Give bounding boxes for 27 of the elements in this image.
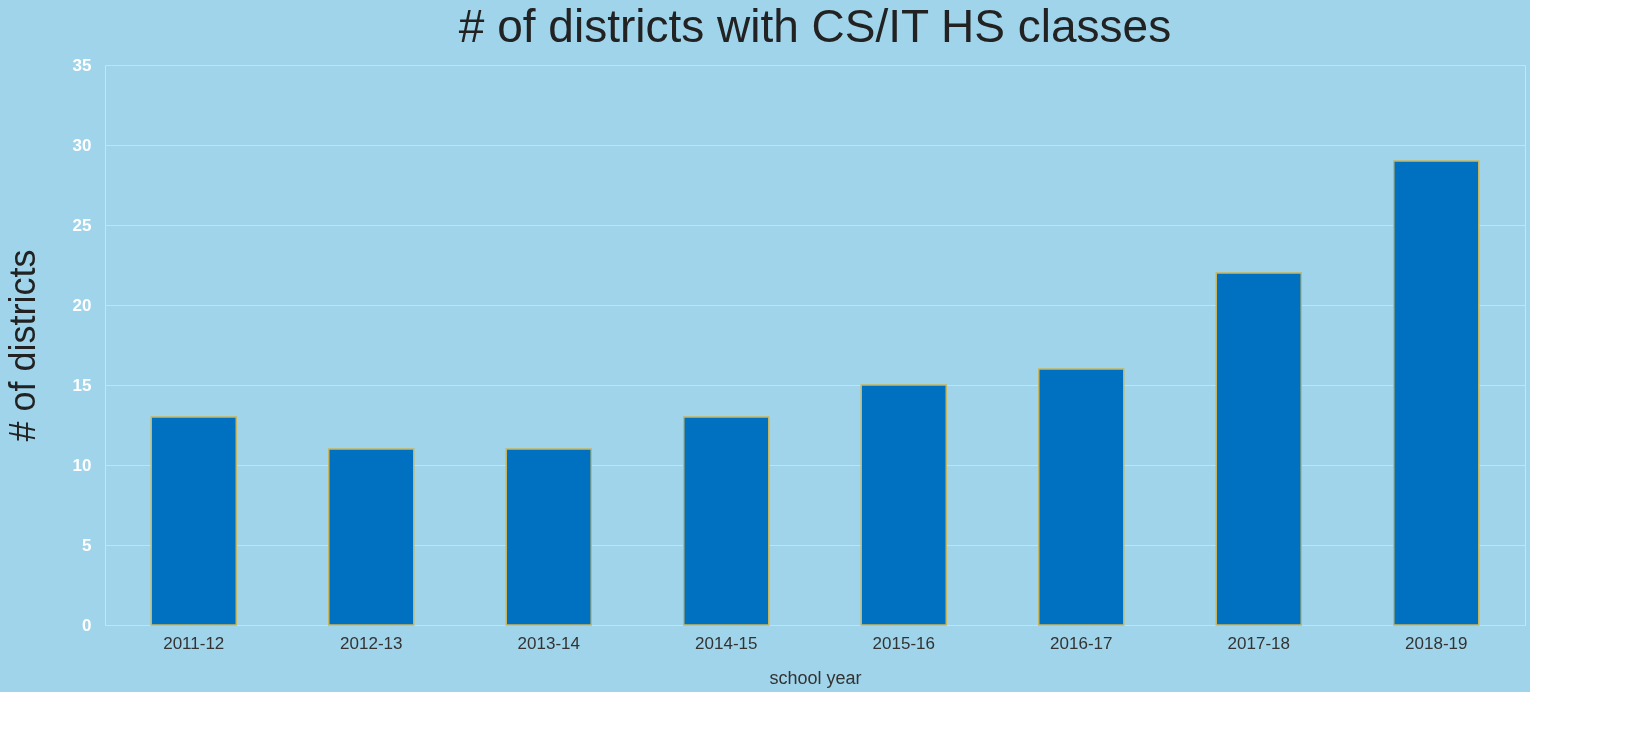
x-axis-title: school year <box>769 667 862 688</box>
x-tick-label: 2015-16 <box>872 633 935 653</box>
y-tick-label: 20 <box>72 295 92 315</box>
x-tick-label: 2016-17 <box>1050 633 1113 653</box>
y-tick-label: 5 <box>82 535 92 555</box>
chart-title: # of districts with CS/IT HS classes <box>458 0 1172 52</box>
y-tick-label: 25 <box>72 215 92 235</box>
bar <box>1215 272 1302 626</box>
y-tick-label: 0 <box>82 615 92 635</box>
x-tick-label: 2018-19 <box>1405 633 1468 653</box>
x-tick-label: 2011-12 <box>163 633 225 653</box>
bar <box>860 384 947 626</box>
y-tick-label: 30 <box>72 135 92 155</box>
bar <box>1393 160 1480 626</box>
x-tick-label: 2017-18 <box>1227 633 1290 653</box>
bar <box>683 416 770 626</box>
x-tick-label: 2012-13 <box>340 633 403 653</box>
y-tick-label: 15 <box>72 375 92 395</box>
y-tick-label: 35 <box>72 55 92 75</box>
bar <box>328 448 415 626</box>
x-tick-label: 2014-15 <box>695 633 758 653</box>
bar <box>150 416 237 626</box>
bar <box>505 448 592 626</box>
y-axis-title: # of districts <box>1 249 43 442</box>
x-tick-label: 2013-14 <box>517 633 580 653</box>
bar <box>1038 368 1125 626</box>
y-tick-label: 10 <box>72 455 92 475</box>
